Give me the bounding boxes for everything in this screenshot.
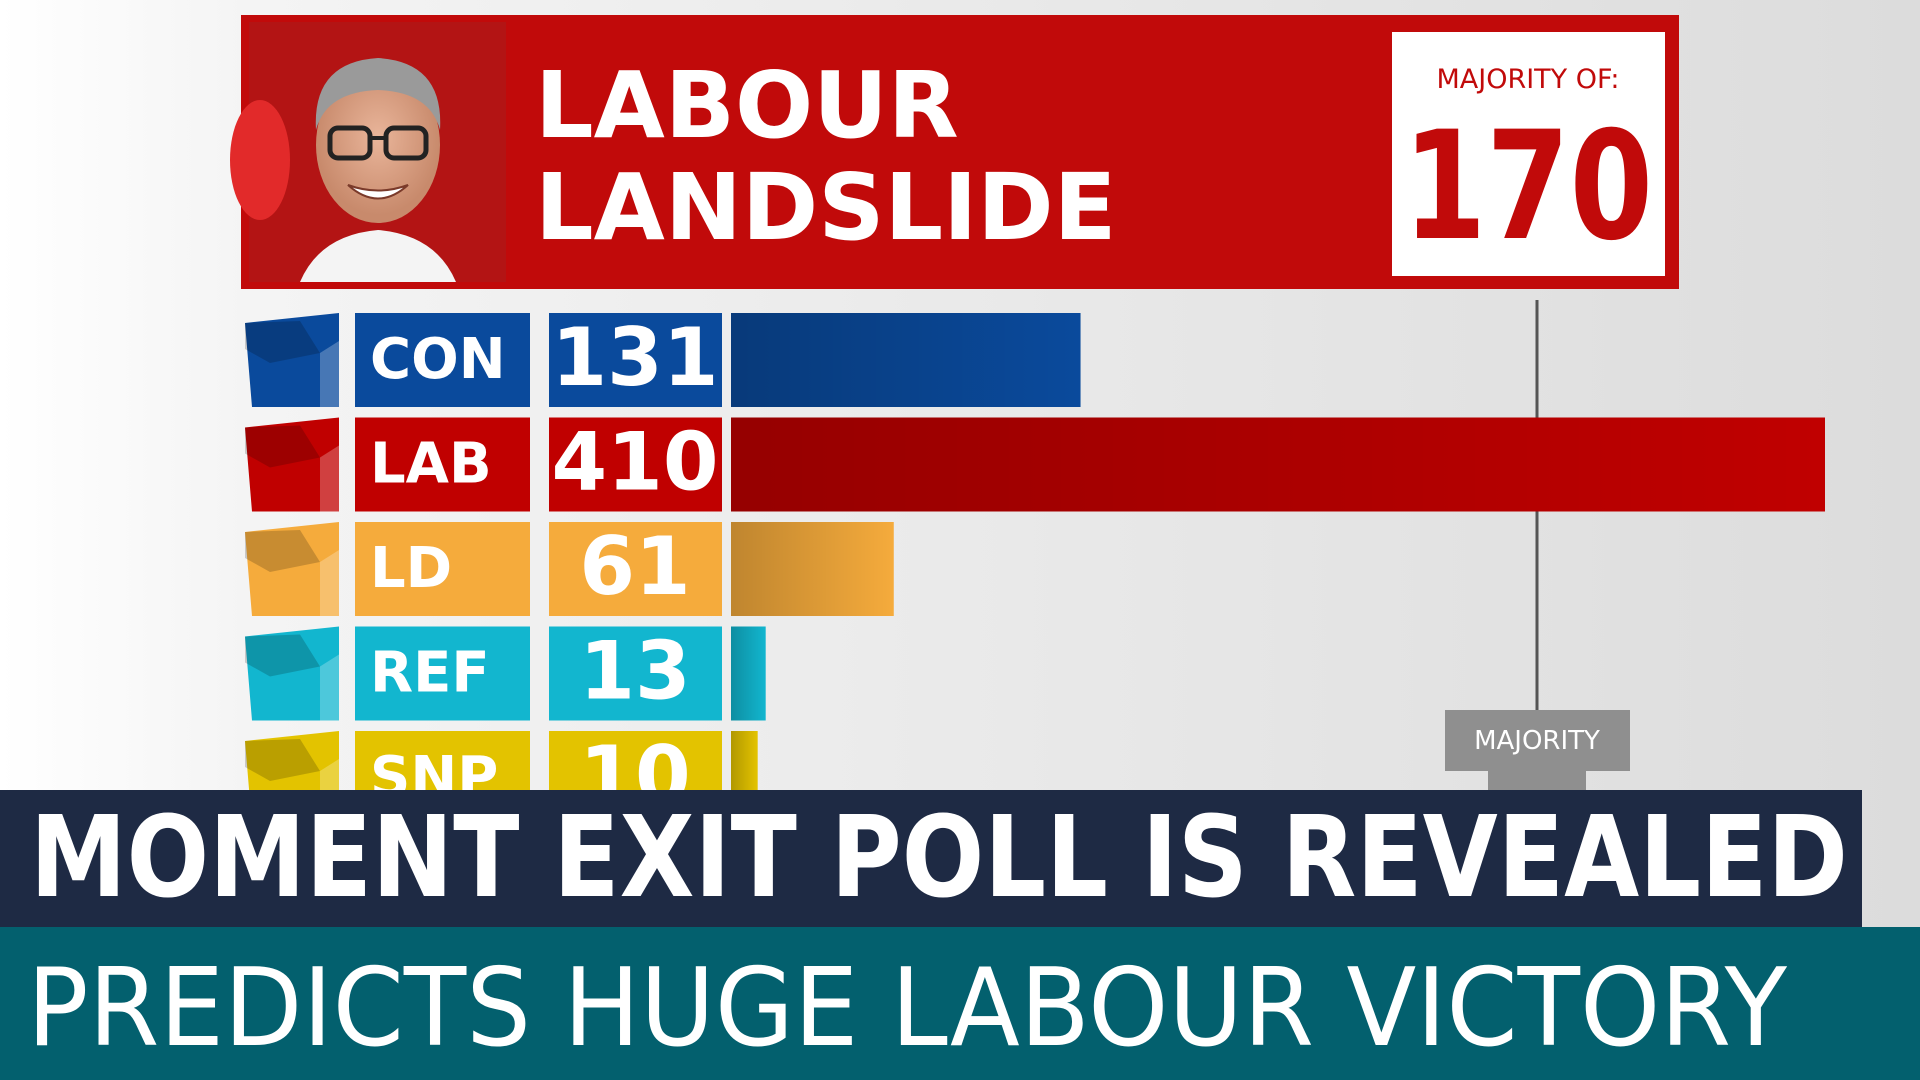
party-icon — [245, 626, 339, 721]
party-icon-side — [320, 654, 339, 721]
party-icon — [245, 417, 339, 512]
value-box — [549, 417, 722, 512]
party-icon-face — [245, 530, 320, 572]
party-icon-face — [245, 425, 320, 468]
party-icon-side — [320, 341, 339, 407]
majority-label: MAJORITY OF: — [1436, 64, 1619, 95]
majority-value: 170 — [1403, 100, 1653, 274]
value-label: 61 — [579, 520, 690, 613]
party-icon-side — [320, 445, 339, 512]
party-icon — [245, 313, 339, 407]
bar-shade — [731, 626, 766, 721]
party-label-box — [355, 626, 530, 721]
title-line: LABOUR — [535, 52, 959, 159]
value-label: 410 — [552, 416, 719, 509]
party-label-box — [355, 417, 530, 512]
party-label: REF — [370, 641, 490, 706]
bar-shade — [731, 417, 1825, 512]
value-label: 131 — [552, 311, 719, 404]
party-label-box — [355, 313, 530, 407]
value-box — [549, 522, 722, 616]
party-label-box — [355, 522, 530, 616]
majority-line-label: MAJORITY — [1474, 726, 1600, 756]
subheadline: PREDICTS HUGE LABOUR VICTORY — [27, 946, 1788, 1071]
headline-banner — [0, 790, 1862, 928]
bar-shade — [731, 522, 894, 616]
bar-shade — [731, 313, 1081, 407]
value-box — [549, 626, 722, 721]
majority-line-box — [1445, 710, 1630, 771]
headline: MOMENT EXIT POLL IS REVEALED — [30, 793, 1848, 923]
party-label: CON — [370, 327, 506, 392]
majority-line-box-lower — [1488, 771, 1586, 793]
value-label: 13 — [579, 625, 690, 718]
party-icon-side — [320, 550, 339, 616]
value-box — [549, 313, 722, 407]
subheadline-banner — [0, 927, 1920, 1080]
party-icon-face — [245, 739, 320, 781]
party-label: LAB — [370, 432, 492, 497]
portrait — [230, 22, 506, 282]
party-icon-face — [245, 321, 320, 363]
title-line: LANDSLIDE — [535, 154, 1117, 261]
majority-box — [1392, 32, 1665, 276]
party-label: LD — [370, 536, 452, 601]
party-icon — [245, 522, 339, 616]
party-icon-face — [245, 634, 320, 677]
